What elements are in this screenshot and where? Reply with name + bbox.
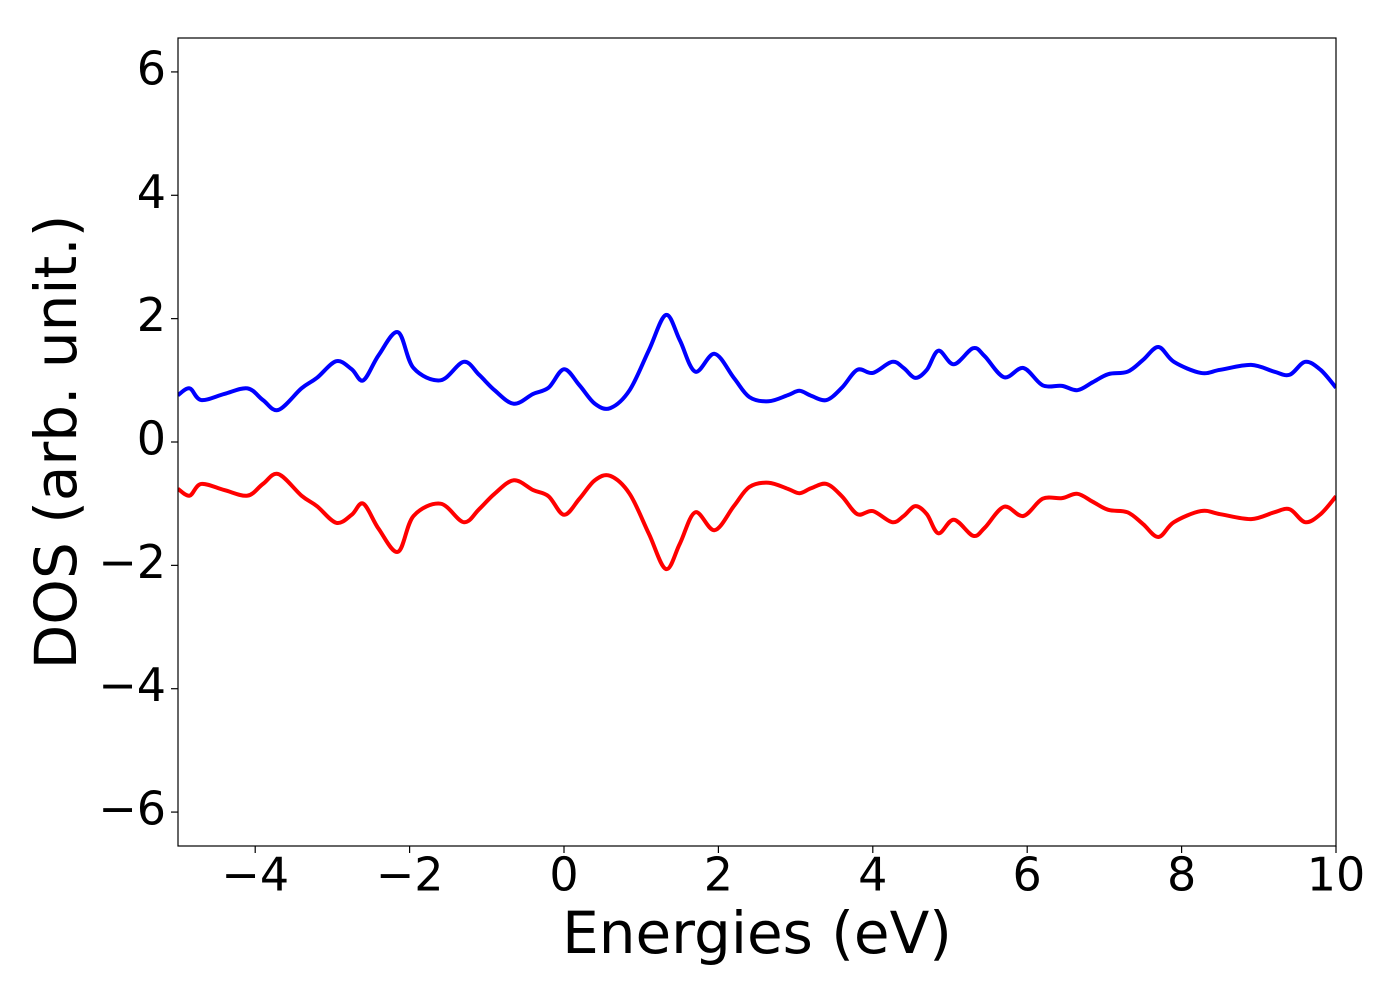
x-tick-label: 0 [549,848,578,902]
y-tick-label: −6 [98,782,166,836]
y-tick-label: 4 [137,165,166,219]
y-tick-label: −2 [98,535,166,589]
x-tick-label: 2 [704,848,733,902]
x-tick-label: −2 [376,848,444,902]
x-tick-label: −4 [221,848,289,902]
y-tick-label: −4 [98,658,166,712]
y-tick-label: 6 [137,41,166,95]
x-tick-label: 10 [1307,848,1366,902]
x-tick-label: 6 [1013,848,1042,902]
y-tick-label: 2 [137,288,166,342]
plot-frame [177,37,1337,847]
data-line [178,471,1336,572]
y-axis-label: DOS (arb. unit.) [22,215,90,670]
y-tick-label: 0 [137,412,166,466]
x-tick-label: 4 [858,848,887,902]
data-line [178,312,1336,413]
x-tick-label: 8 [1167,848,1196,902]
x-axis-label: Energies (eV) [562,899,952,967]
